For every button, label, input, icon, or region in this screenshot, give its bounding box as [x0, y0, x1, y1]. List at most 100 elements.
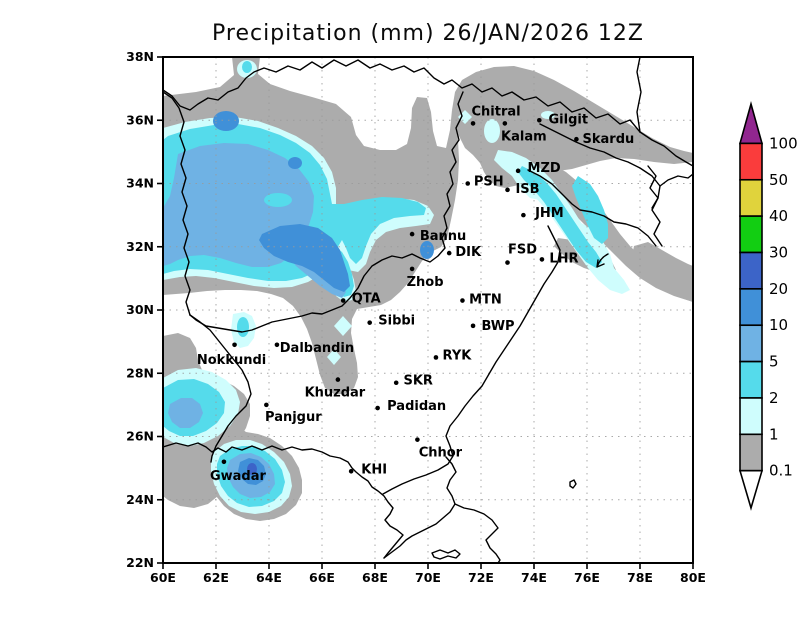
map-area: Chitral Kalam Gilgit Skardu MZD PSH ISB JHM Bann… [163, 57, 693, 563]
station-dot [515, 168, 521, 174]
kutch-coast [454, 503, 501, 563]
station-label: PSH [474, 175, 504, 190]
lon-tick-label: 74E [521, 570, 547, 585]
chart-title: Precipitation (mm) 26/JAN/2026 12Z [212, 21, 644, 46]
pale-kalam-patch [484, 119, 500, 143]
station-kalam: Kalam [501, 121, 547, 144]
station-dot [367, 320, 373, 325]
station-label: Dalbandin [280, 341, 354, 356]
station-label: Kalam [501, 129, 547, 144]
colorbar-box [739, 397, 763, 436]
station-label: Chitral [471, 104, 520, 119]
colorbar-tick-label: 0.1 [769, 462, 793, 480]
station-label: QTA [352, 292, 381, 307]
station-sibbi: Sibbi [367, 314, 415, 329]
station-padidan: Padidan [375, 399, 446, 414]
station-qta: QTA [340, 292, 381, 307]
lon-tick-label: 64E [256, 570, 282, 585]
station-label: ISB [515, 182, 539, 197]
station-dot [505, 260, 510, 265]
arrow-glyph-near-lhr [596, 253, 609, 268]
lon-tick-label: 62E [203, 570, 229, 585]
sky-southwest-core [168, 398, 203, 428]
station-skr: SKR [393, 374, 433, 389]
station-isb: ISB [505, 182, 540, 197]
station-label: RYK [443, 348, 473, 363]
station-label: DIK [455, 245, 482, 260]
station-dot [274, 342, 280, 348]
station-gilgit: Gilgit [537, 112, 588, 127]
pale-sibbi-diamond [334, 316, 352, 336]
station-dot [335, 377, 341, 382]
afghanistan-north-border [163, 59, 641, 133]
colorbar-tick-label: 30 [769, 244, 788, 262]
station-psh: PSH [465, 175, 504, 190]
colorbar-over-arrow [738, 101, 764, 145]
station-dot [539, 257, 545, 262]
kashmir-loc-line [527, 169, 657, 247]
station-label: JHM [534, 206, 564, 221]
colorbar-tick-label: 5 [769, 353, 779, 371]
station-mzd: MZD [515, 161, 561, 176]
station-panjgur: Panjgur [264, 402, 322, 425]
station-dot [537, 117, 542, 123]
station-fsd: FSD [505, 243, 537, 265]
colorbar-box [739, 215, 763, 254]
lon-tick-label: 80E [680, 570, 706, 585]
cyan-nokkundi-strip-core [237, 317, 249, 337]
lon-tick-label: 78E [627, 570, 653, 585]
lon-tick-label: 76E [574, 570, 600, 585]
station-dot [470, 323, 476, 329]
indus-delta-east-coast [383, 456, 457, 559]
lat-tick-label: 38N [126, 49, 154, 64]
borders [163, 57, 693, 563]
ladakh-wiggle-line [647, 165, 663, 247]
station-dot [521, 212, 526, 218]
blue-spot-north [213, 111, 239, 131]
pale-dalbandin-diamond [327, 349, 341, 365]
station-label: Skardu [583, 132, 635, 147]
station-dot [409, 231, 415, 237]
royal-gwadar-core [247, 463, 257, 475]
station-dot [502, 121, 508, 126]
station-label: Panjgur [265, 410, 322, 425]
station-lhr: LHR [539, 251, 579, 266]
station-label: Zhob [407, 275, 444, 290]
colorbar-tick-label: 20 [769, 280, 788, 298]
lat-tick-label: 28N [126, 365, 154, 380]
station-label: MZD [528, 161, 561, 176]
durand-line [189, 91, 464, 333]
station-dot [340, 298, 346, 303]
station-khi: KHI [348, 462, 387, 477]
station-label: LHR [549, 251, 578, 266]
cyan-kashmir-blob [572, 176, 608, 244]
station-label: Bannu [420, 229, 466, 244]
lat-tick-label: 26N [126, 429, 154, 444]
station-nokkundi: Nokkundi [197, 342, 266, 368]
colorbar-box [739, 324, 763, 363]
station-label: Padidan [387, 399, 446, 414]
station-dot [348, 468, 354, 474]
station-label: Gwadar [210, 469, 267, 484]
pakistan-india-border [382, 225, 561, 495]
station-dot [264, 402, 269, 408]
station-label: MTN [469, 293, 502, 308]
station-label: Khuzdar [305, 386, 366, 401]
station-zhob: Zhob [407, 266, 444, 290]
colorbar-under-arrow [738, 469, 764, 511]
station-dot [446, 250, 452, 256]
iran-afghanistan-border [163, 91, 191, 316]
cyan-topleft-core [242, 61, 252, 73]
station-label: SKR [403, 374, 432, 389]
station-label: FSD [508, 243, 537, 258]
station-dot [409, 266, 415, 272]
station-jhm: JHM [521, 206, 564, 221]
station-label: Sibbi [378, 314, 415, 329]
lat-tick-label: 24N [126, 492, 154, 507]
colorbar-tick-label: 40 [769, 207, 788, 225]
station-mtn: MTN [460, 293, 502, 308]
station-dot [465, 181, 471, 186]
lon-tick-label: 66E [309, 570, 335, 585]
